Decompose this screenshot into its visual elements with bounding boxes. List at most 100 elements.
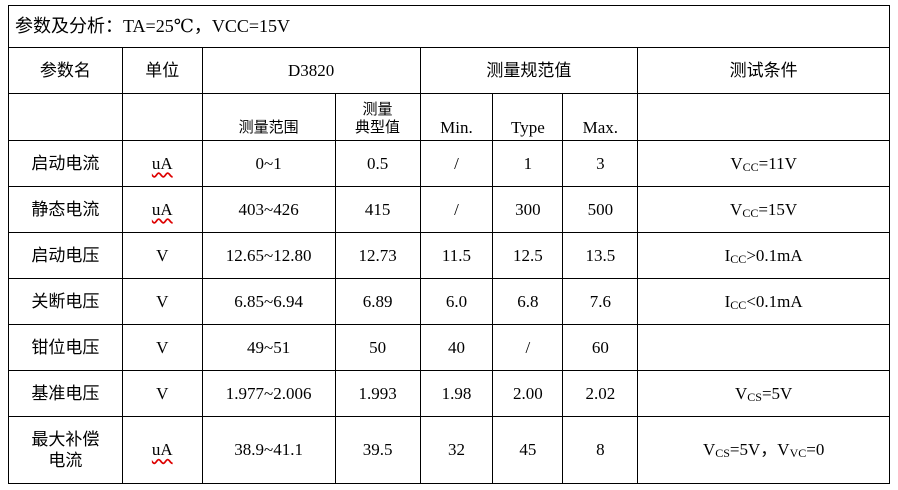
cell: 11.5 (419, 232, 494, 279)
cell: 39.5 (334, 416, 421, 484)
text-segment: <0.1mA (746, 291, 803, 311)
cell: 2.02 (562, 370, 639, 417)
cell: ICC<0.1mA (637, 278, 890, 325)
cell: V (121, 370, 203, 417)
cell: 500 (562, 186, 639, 233)
cell: 6.89 (334, 278, 421, 325)
text-segment: =5V，V (729, 440, 790, 459)
cell: VCS=5V (637, 370, 890, 417)
header: D3820 (201, 47, 421, 94)
cell: 13.5 (562, 232, 639, 279)
cell: / (419, 186, 494, 233)
cell: 0~1 (201, 140, 336, 187)
cell: uA (121, 416, 203, 484)
cell: 1.993 (334, 370, 421, 417)
cell: 启动电流 (8, 140, 123, 187)
row: 启动电压 V 12.65~12.80 12.73 11.5 12.5 13.5 ICC>0.1… (8, 232, 890, 279)
cell: 3 (562, 140, 639, 187)
text-segment: =15V (758, 199, 798, 219)
cell: V (121, 278, 203, 325)
text-segment: CS (715, 446, 730, 460)
cell: 12.65~12.80 (201, 232, 336, 279)
row: 关断电压 V 6.85~6.94 6.89 6.0 6.8 7.6 ICC<0.1mA (8, 278, 890, 325)
text-segment: VC (789, 446, 807, 460)
text-segment: V (730, 153, 743, 173)
text-segment: CC (742, 159, 759, 174)
cell: 1.98 (419, 370, 494, 417)
text-segment: V (702, 440, 716, 459)
row: 基准电压 V 1.977~2.006 1.993 1.98 2.00 2.02 VCS=5V (8, 370, 890, 417)
header-blank (121, 93, 203, 141)
cell: 300 (492, 186, 564, 233)
cell: 45 (492, 416, 564, 484)
cell: 钳位电压 (8, 324, 123, 371)
header: 测量规范值 (419, 47, 639, 94)
cell: ICC>0.1mA (637, 232, 890, 279)
text-segment: I (724, 291, 731, 311)
cell: 40 (419, 324, 494, 371)
cell: 静态电流 (8, 186, 123, 233)
cell: 最大补偿 电流 (8, 416, 123, 484)
unit: uA (151, 199, 173, 219)
cell: VCC=15V (637, 186, 890, 233)
cell: 基准电压 (8, 370, 123, 417)
cell: 403~426 (201, 186, 336, 233)
cell: 12.5 (492, 232, 564, 279)
row: 最大补偿 电流 uA 38.9~41.1 39.5 32 45 8 VCS=5V，VVC=0 (8, 416, 890, 484)
text-segment: =0 (806, 440, 825, 459)
cell: 38.9~41.1 (201, 416, 336, 484)
unit: uA (151, 153, 173, 173)
cell: V (121, 232, 203, 279)
cell: 49~51 (201, 324, 336, 371)
text-segment: I (724, 245, 731, 265)
header: 参数名 (8, 47, 123, 94)
cell: 7.6 (562, 278, 639, 325)
cell: V (121, 324, 203, 371)
cell: / (419, 140, 494, 187)
header: 测试条件 (637, 47, 890, 94)
text-segment: CS (747, 389, 762, 404)
header: Max. (562, 93, 639, 141)
cell: / (492, 324, 564, 371)
cell: 6.8 (492, 278, 564, 325)
cell: 6.85~6.94 (201, 278, 336, 325)
text-segment: V (734, 383, 748, 403)
row: 静态电流 uA 403~426 415/300 500 VCC=15V (8, 186, 890, 233)
row: 启动电流 uA 0~1 0.5/1 3 VCC=11V (8, 140, 890, 187)
header: Type (492, 93, 564, 141)
cell: 6.0 (419, 278, 494, 325)
header-blank (637, 93, 890, 141)
cell: 12.73 (334, 232, 421, 279)
spec-table: 参数及分析：TA=25℃，VCC=15V 参数名 单位 D3820 测量规范值 … (8, 5, 890, 484)
cell: 415 (334, 186, 421, 233)
cell: uA (121, 140, 203, 187)
header-blank (8, 93, 123, 141)
cell: 1.977~2.006 (201, 370, 336, 417)
header: 测量 典型值 (334, 93, 421, 141)
cell: 1 (492, 140, 564, 187)
unit: uA (151, 440, 173, 460)
cell: 32 (419, 416, 494, 484)
cell: 关断电压 (8, 278, 123, 325)
row: 钳位电压 V 49~51 50 40/60 (8, 324, 890, 371)
cell: 8 (562, 416, 639, 484)
cell: VCC=11V (637, 140, 890, 187)
cell: VCS=5V，VVC=0 (637, 416, 890, 484)
header: 单位 (121, 47, 203, 94)
cell: 启动电压 (8, 232, 123, 279)
cell: 0.5 (334, 140, 421, 187)
table-title: 参数及分析：TA=25℃，VCC=15V (8, 5, 890, 48)
text-segment: V (730, 199, 743, 219)
cell: 60 (562, 324, 639, 371)
text-segment: CC (730, 251, 747, 266)
cell (637, 324, 890, 371)
text-segment: =11V (758, 153, 797, 173)
text-segment: CC (730, 297, 747, 312)
cell: 2.00 (492, 370, 564, 417)
text-segment: >0.1mA (746, 245, 803, 265)
cell: 50 (334, 324, 421, 371)
header: 测量范围 (201, 93, 336, 141)
cell: uA (121, 186, 203, 233)
text-segment: CC (742, 205, 759, 220)
header: Min. (419, 93, 494, 141)
